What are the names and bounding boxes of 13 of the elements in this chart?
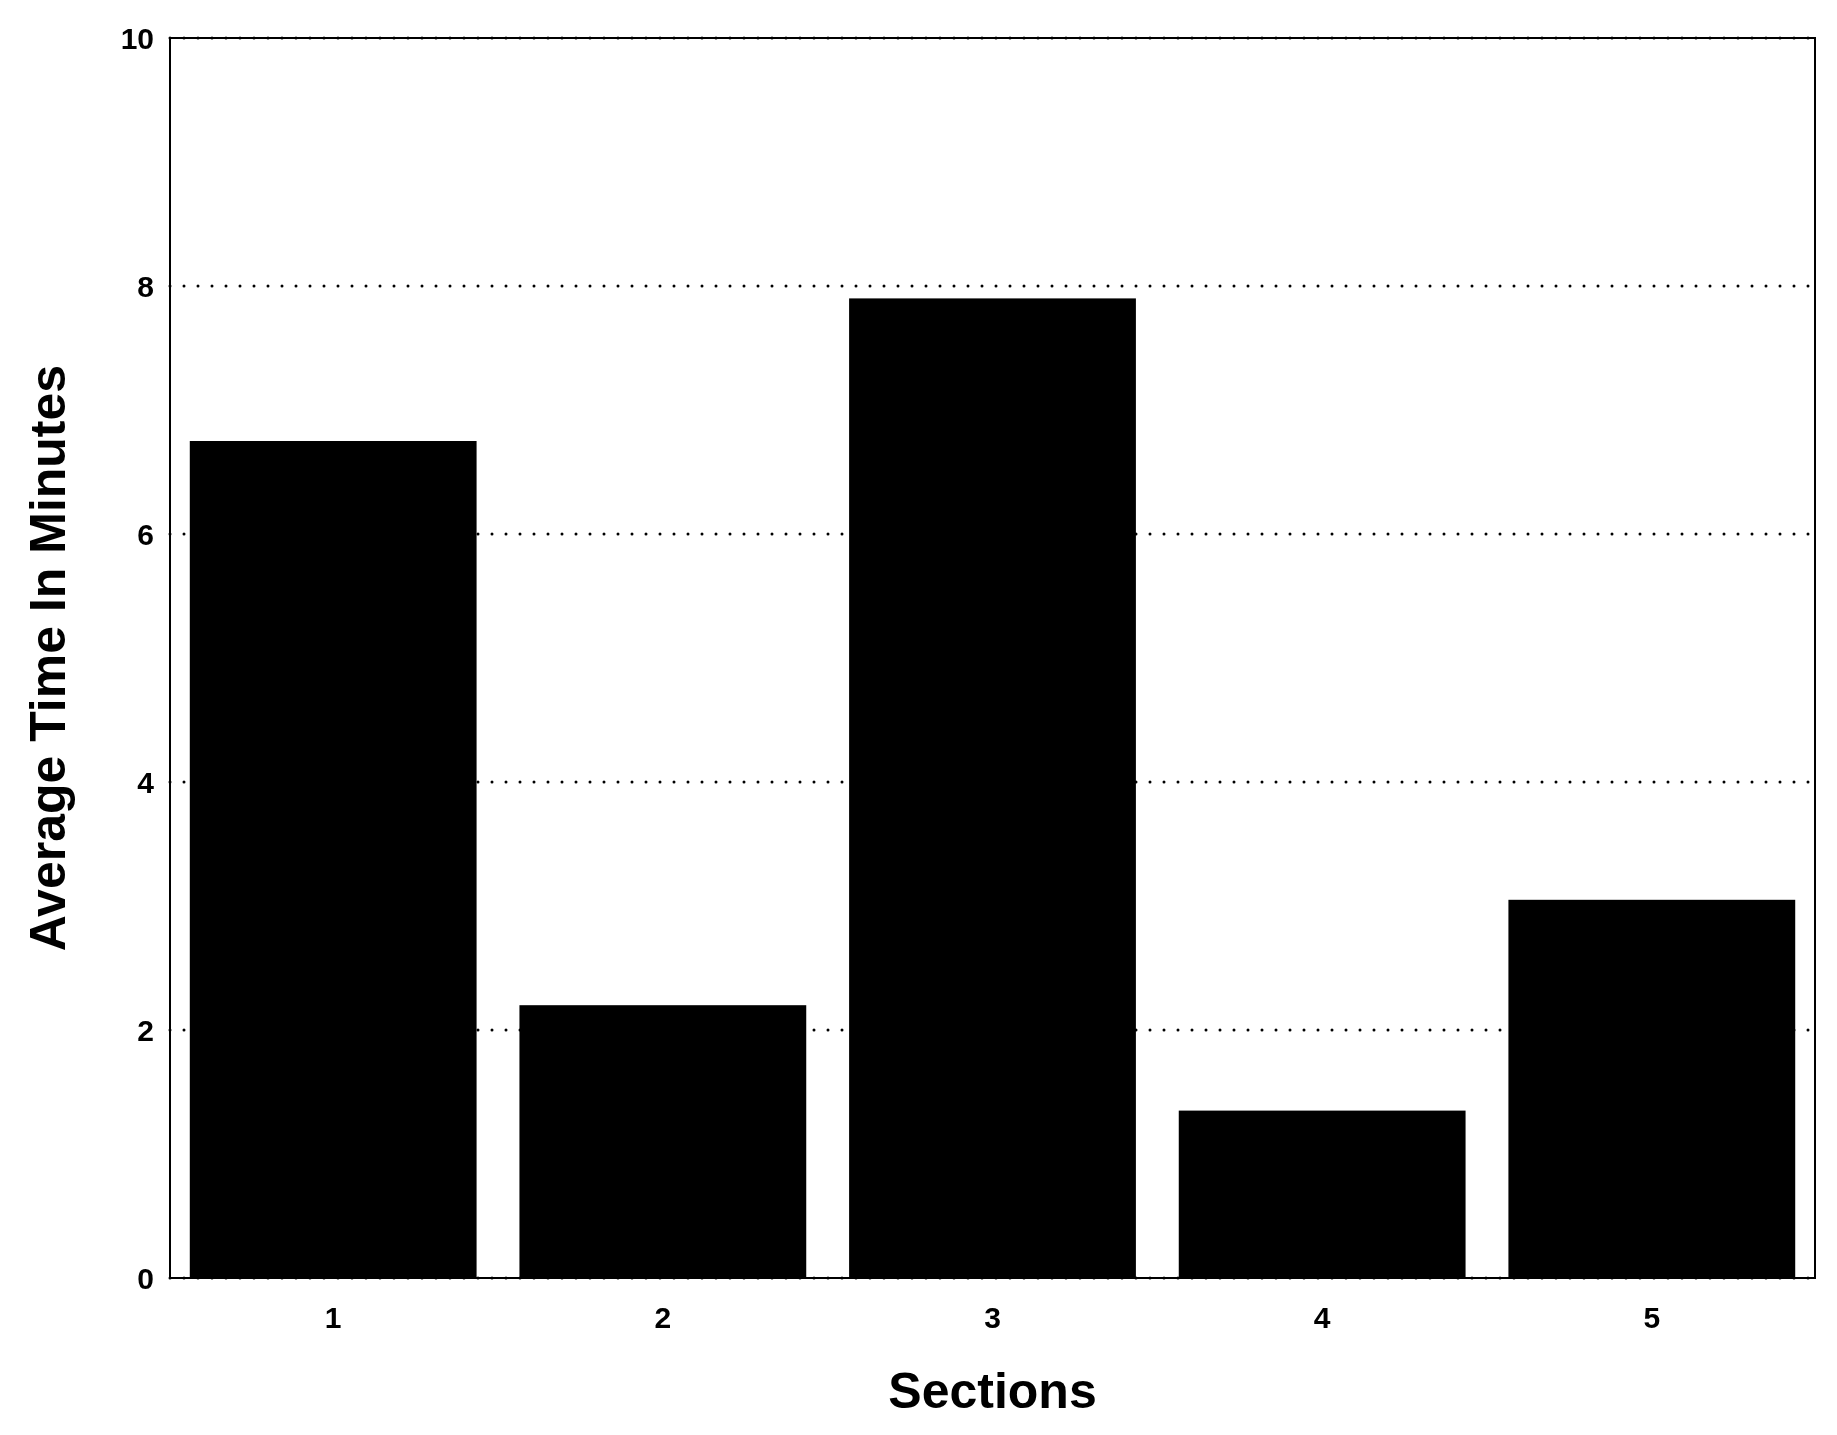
x-axis-title: Sections	[888, 1363, 1097, 1419]
y-tick-label: 10	[120, 21, 154, 55]
x-tick-label: 4	[1313, 1301, 1331, 1334]
x-tick-label: 3	[984, 1301, 1001, 1334]
y-tick-label: 2	[137, 1013, 154, 1047]
y-tick-label: 4	[137, 765, 155, 799]
y-tick-label: 8	[137, 269, 154, 303]
x-tick-label: 2	[654, 1301, 672, 1334]
y-axis-title: Average Time In Minutes	[20, 364, 76, 952]
y-tick-label: 6	[137, 517, 154, 551]
y-tick-label: 0	[137, 1261, 154, 1295]
x-tick-label: 5	[1643, 1301, 1661, 1334]
x-tick-label: 1	[324, 1301, 342, 1334]
